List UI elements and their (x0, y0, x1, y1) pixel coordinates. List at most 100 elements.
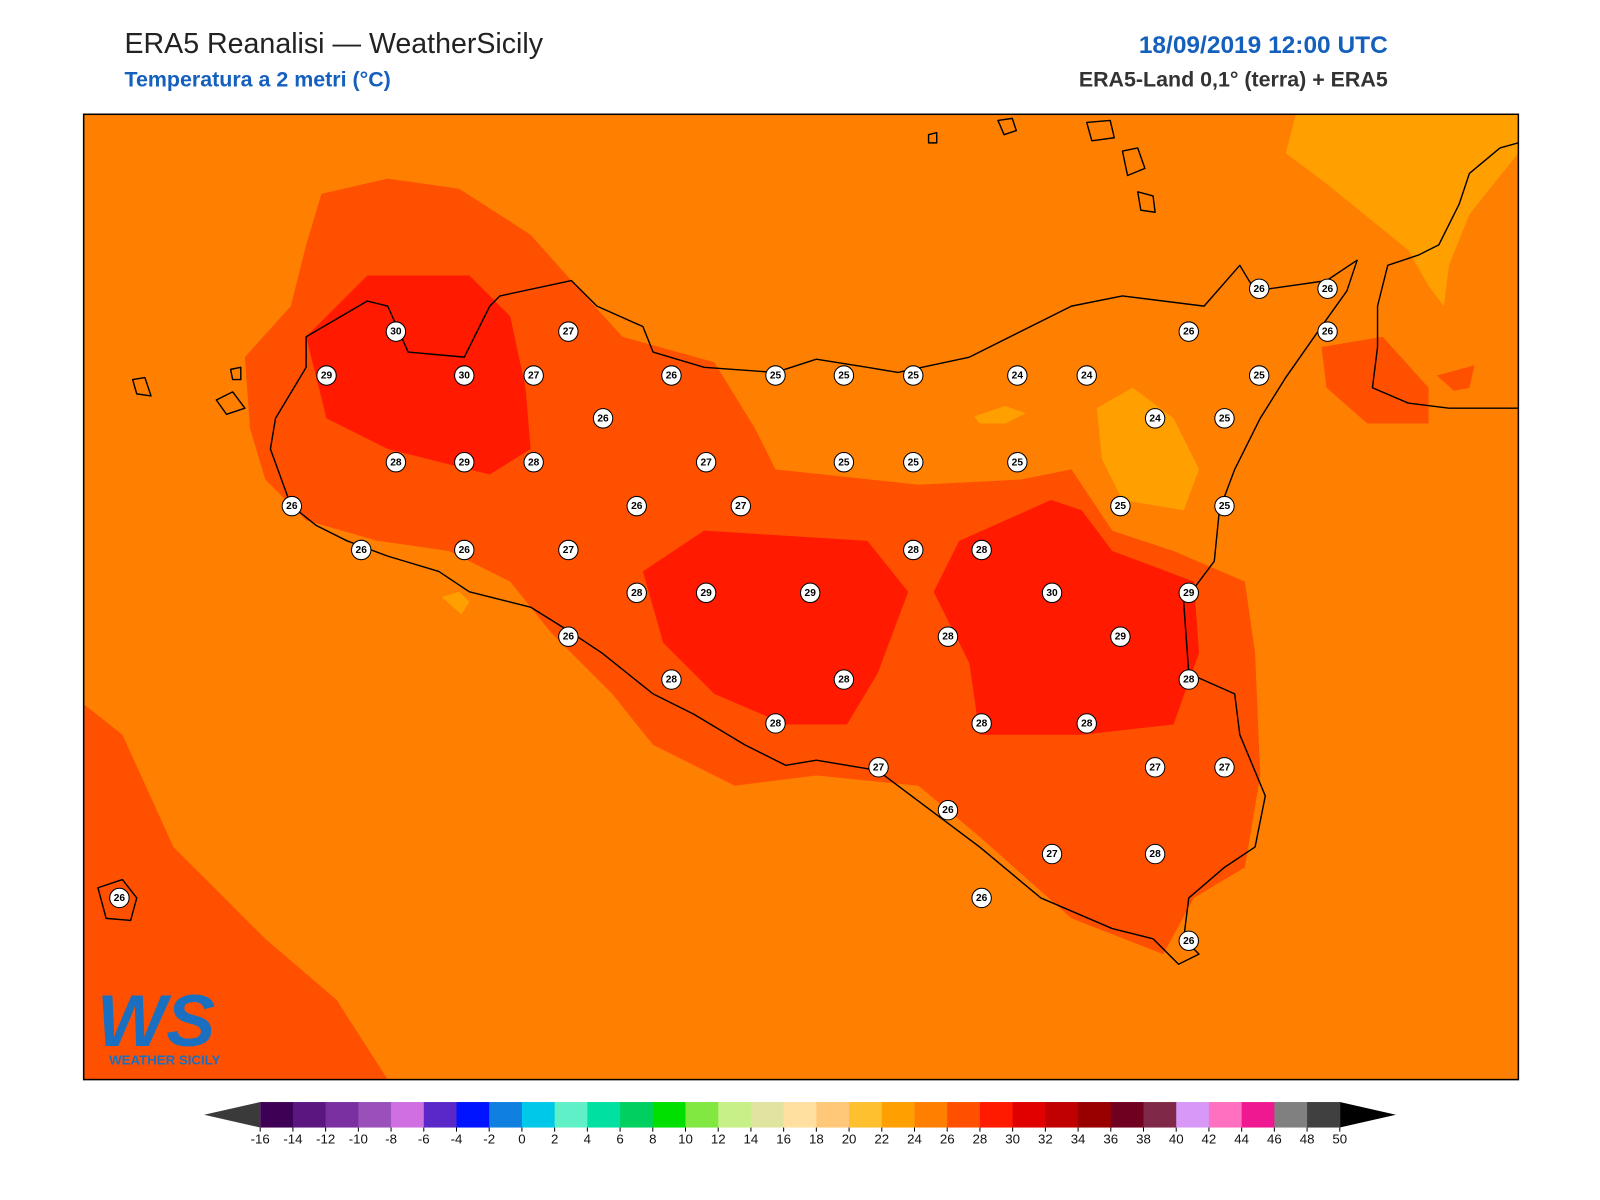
colorbar-bin (1078, 1102, 1112, 1128)
station-marker (626, 582, 647, 604)
colorbar-bin (1176, 1102, 1210, 1128)
islands (97, 117, 1156, 922)
colorbar: -16 -14 -12 -10 -8 -6 -4 -2 0 2 4 6 8 10 12 14 16 18 20 22 2… (204, 1102, 1396, 1146)
station-value: 25 (908, 457, 920, 468)
map-frame (82, 113, 1520, 1081)
colorbar-tick-label: 0 (518, 1131, 525, 1146)
colorbar-bin (292, 1102, 327, 1128)
station-marker (454, 452, 475, 473)
colorbar-bin (881, 1102, 916, 1128)
station-marker (316, 365, 337, 386)
station-value: 25 (1254, 371, 1266, 382)
station-value: 25 (838, 457, 850, 468)
station-value: 26 (942, 805, 954, 816)
colorbar-tick-label: 24 (907, 1131, 922, 1146)
subtitle: Temperatura a 2 metri (°C) (124, 68, 390, 92)
station-marker (1007, 365, 1028, 386)
station-value: 29 (1183, 588, 1195, 599)
station-marker (1144, 408, 1166, 429)
station-marker (903, 539, 924, 561)
colorbar-tick-label: 42 (1202, 1131, 1217, 1146)
station-value: 27 (1149, 762, 1161, 773)
station-marker (1041, 582, 1063, 604)
station-value: 26 (666, 371, 678, 382)
station-value: 28 (666, 675, 678, 686)
station-marker (385, 321, 407, 342)
station-marker (1214, 757, 1235, 778)
station-marker (661, 365, 682, 386)
station-value: 25 (838, 371, 850, 382)
colorbar-tick-label: 48 (1300, 1131, 1315, 1146)
colorbar-tick-label: 26 (940, 1131, 955, 1146)
colorbar-bin (652, 1102, 687, 1128)
station-marker (1007, 452, 1028, 473)
station-value: 28 (770, 718, 782, 729)
station-marker (1214, 408, 1235, 429)
station-marker (1144, 757, 1166, 778)
station-value: 26 (976, 893, 988, 904)
station-value: 30 (459, 371, 471, 382)
station-marker (937, 626, 959, 647)
field-22-24 (441, 114, 1519, 615)
colorbar-bin (979, 1102, 1014, 1128)
logo-mark: WS (97, 979, 215, 1062)
colorbar-tick-label: 20 (842, 1131, 857, 1146)
date: 18/09/2019 12:00 UTC (1139, 32, 1388, 59)
colorbar-tick-label: 6 (616, 1131, 623, 1146)
station-value: 27 (1046, 849, 1058, 860)
station-value: 30 (390, 327, 402, 338)
station-value: 29 (805, 588, 817, 599)
station-value: 28 (838, 675, 850, 686)
station-value: 29 (1115, 632, 1127, 643)
station-value: 28 (528, 457, 540, 468)
station-marker (833, 669, 855, 690)
station-marker (1317, 321, 1338, 342)
colorbar-tick-label: -14 (283, 1131, 302, 1146)
colorbar-tick-label: 40 (1169, 1131, 1184, 1146)
station-value: 26 (563, 632, 575, 643)
colorbar-bin (587, 1102, 621, 1128)
colorbar-tick-label: -16 (251, 1131, 270, 1146)
station-value: 28 (942, 632, 954, 643)
station-marker (523, 452, 544, 473)
logo: WS WEATHER SICILY (97, 979, 221, 1067)
colorbar-tick-label: -2 (483, 1131, 495, 1146)
coastline (269, 259, 1358, 965)
colorbar-tick-label: -10 (349, 1131, 368, 1146)
station-value: 26 (597, 413, 609, 424)
colorbar-bin (849, 1102, 883, 1128)
colorbar-tick-label: 28 (973, 1131, 988, 1146)
colorbar-bin (554, 1102, 588, 1128)
station-marker (695, 582, 717, 604)
colorbar-tick-label: 18 (809, 1131, 824, 1146)
station-marker (903, 365, 924, 386)
station-marker (558, 321, 579, 342)
colorbar-bin (685, 1102, 719, 1128)
station-value: 26 (459, 545, 471, 556)
station-marker (1076, 365, 1097, 386)
colorbar-tick-label: -8 (385, 1131, 397, 1146)
colorbar-tick-label: 36 (1103, 1131, 1118, 1146)
station-marker (971, 887, 992, 909)
station-marker (730, 495, 752, 517)
station-value: 28 (631, 588, 643, 599)
colorbar-tick-label: -6 (418, 1131, 430, 1146)
station-value: 27 (1219, 762, 1231, 773)
station-value: 26 (286, 501, 298, 512)
station-value: 27 (700, 457, 712, 468)
colorbar-bin (816, 1102, 850, 1128)
colorbar-tick-label: 50 (1332, 1131, 1347, 1146)
station-marker (971, 539, 992, 561)
station-value: 26 (114, 893, 126, 904)
station-marker (592, 408, 614, 429)
station-value: 26 (631, 501, 643, 512)
station-value: 25 (1219, 413, 1231, 424)
colorbar-bin (914, 1102, 948, 1128)
station-value: 26 (1322, 284, 1334, 295)
colorbar-bin (1241, 1102, 1275, 1128)
colorbar-bin (1110, 1102, 1145, 1128)
colorbar-tick-label: 34 (1071, 1131, 1086, 1146)
station-marker (523, 365, 544, 386)
station-value: 26 (356, 545, 368, 556)
station-marker (385, 452, 407, 473)
